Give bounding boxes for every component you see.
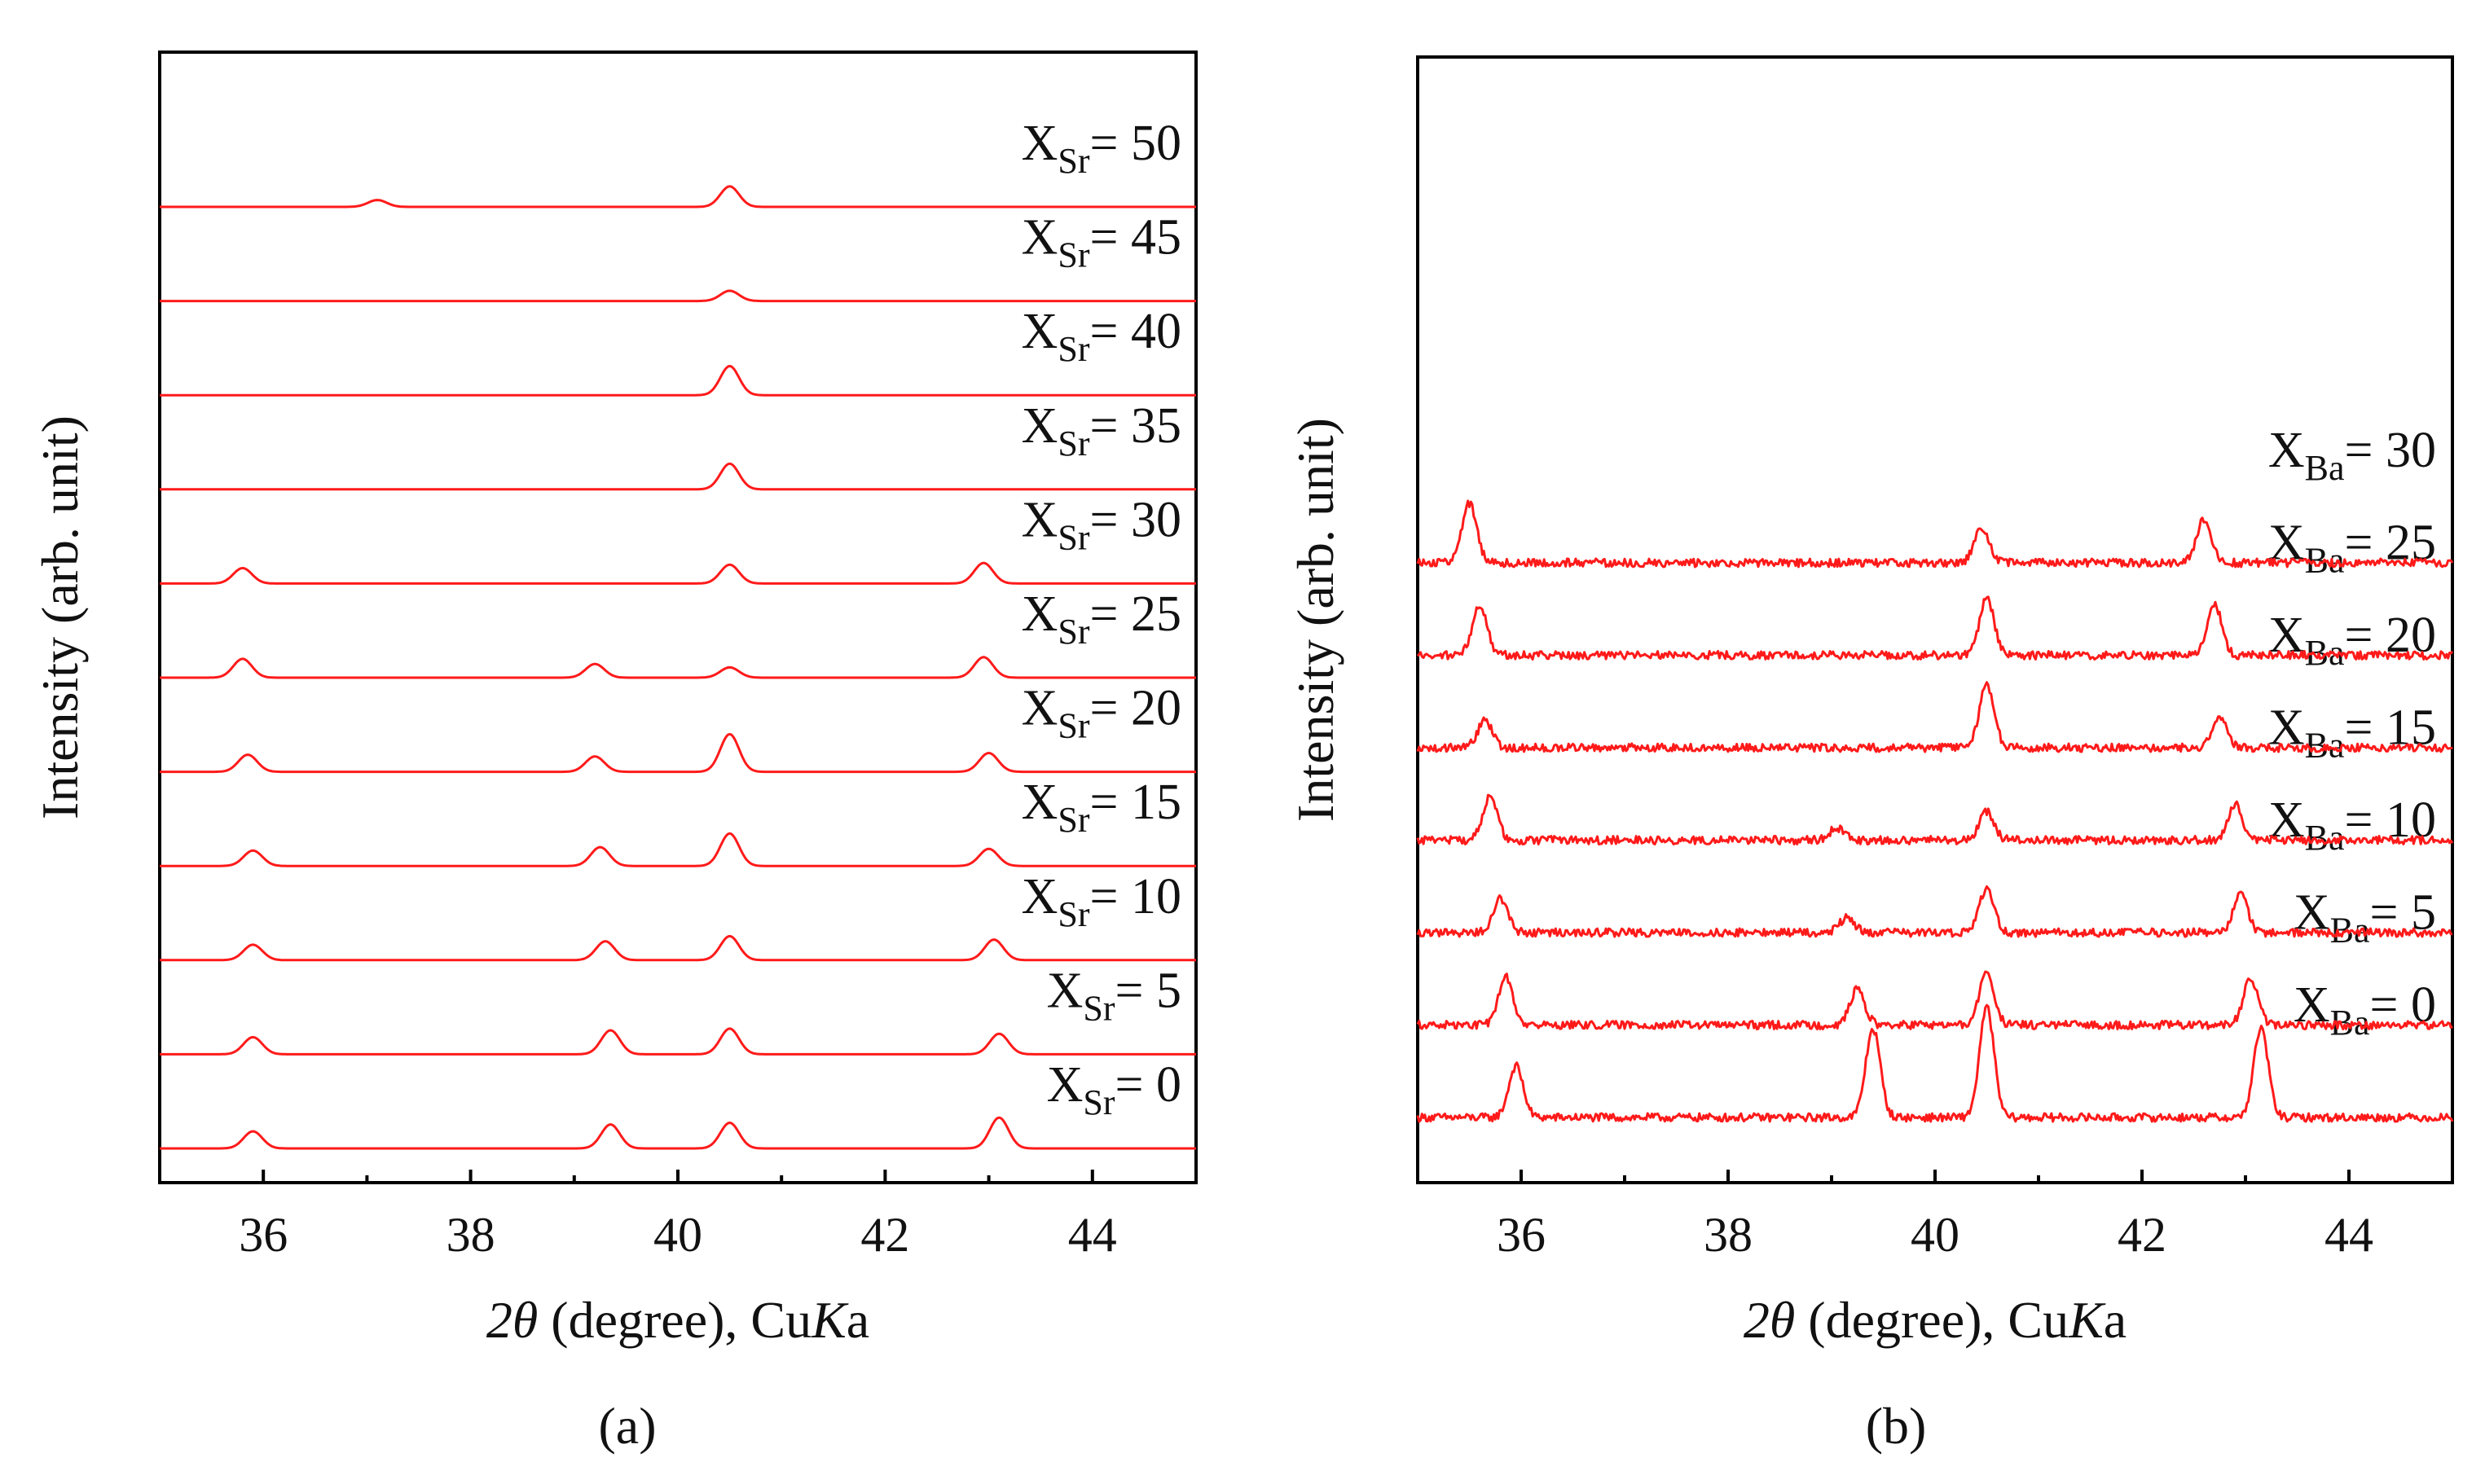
series-label-value: = 35 [1090,398,1181,454]
series-label: XSr= 30 [1022,492,1181,557]
series-label-base: X [1022,304,1058,359]
series-label-base: X [1022,116,1058,171]
x-tick-label: 42 [860,1208,909,1262]
x-axis-title-italic: K [811,1291,849,1349]
series-label-sub: Sr [1058,706,1089,746]
series-label-base: X [1022,681,1058,736]
xrd-trace [160,185,1196,209]
xrd-trace [1416,970,2453,1030]
x-tick-label: 44 [1068,1208,1117,1262]
x-axis-title-symbol: 2θ [486,1291,538,1349]
series-label-base: X [1022,492,1058,547]
series-label-sub: Sr [1058,612,1089,652]
xrd-trace [160,1027,1196,1056]
x-tick-label: 40 [653,1208,702,1262]
x-tick-label: 40 [1911,1208,1959,1262]
series-label-sub: Sr [1083,1082,1115,1122]
panel-label: (a) [598,1397,656,1455]
series-label-value: = 45 [1090,210,1181,266]
x-axis-title-text: (degree), Cu [1795,1291,2069,1349]
x-tick-label: 44 [2324,1208,2373,1262]
series-label-base: X [2268,423,2305,478]
series-label-value: = 10 [1090,869,1181,924]
series-label-sub: Ba [2305,448,2345,488]
y-axis-title: Intensity (arb. unit) [1286,418,1344,822]
series-label: XSr= 45 [1022,210,1181,275]
xrd-trace [160,656,1196,679]
series-label: XSr= 35 [1022,398,1181,463]
series-label-sub: Sr [1083,988,1115,1028]
x-tick-label: 36 [1497,1208,1546,1262]
xrd-trace [1416,681,2453,753]
series-label-sub: Sr [1058,141,1089,181]
xrd-trace [1416,499,2454,569]
series-label-base: X [2268,608,2305,663]
xrd-trace [1416,1003,2454,1123]
xrd-trace [160,289,1196,303]
x-axis-title-tail: a [847,1291,869,1349]
x-tick-label: 36 [239,1208,288,1262]
series-label-base: X [1047,1057,1084,1113]
x-axis-title-italic: K [2068,1291,2106,1349]
xrd-trace [1416,595,2454,661]
series-label-base: X [1022,775,1058,830]
series-label-sub: Sr [1058,424,1089,463]
series-label-base: X [1022,398,1058,454]
series-label: XSr= 25 [1022,586,1181,652]
panel-a: 36 38 40 42 44 2θ (degree), CuKa Intensity (ar… [31,50,1198,1455]
xrd-trace [160,732,1196,774]
xrd-trace [160,561,1196,585]
series-label-value: = 40 [1090,304,1181,359]
x-axis-title: 2θ (degree), CuKa [1744,1291,2127,1349]
series-label-value: = 50 [1090,116,1181,171]
xrd-trace [1416,885,2453,938]
series-label-sub: Sr [1058,235,1089,275]
series-label-value: = 30 [2345,423,2436,478]
x-axis-title-tail: a [2104,1291,2127,1349]
xrd-trace [160,1116,1196,1150]
x-axis-title-text: (degree), Cu [538,1291,811,1349]
y-axis-title: Intensity (arb. unit) [31,415,89,819]
x-tick-label: 38 [446,1208,495,1262]
series-label-sub: Ba [2305,818,2345,858]
xrd-trace [160,832,1196,867]
series-label: XSr= 20 [1022,681,1181,746]
series-label-value: = 0 [1115,1057,1181,1113]
series-label-base: X [1047,963,1084,1018]
x-tick-label: 38 [1704,1208,1753,1262]
series-label-base: X [1022,586,1058,642]
series-label-value: = 20 [1090,681,1181,736]
series-label-base: X [1022,869,1058,924]
series-label: XSr= 10 [1022,869,1181,934]
series-label: XSr= 5 [1047,963,1181,1028]
x-axis-title-symbol: 2θ [1744,1291,1795,1349]
series-label: XSr= 50 [1022,116,1181,181]
xrd-trace [1416,793,2454,845]
series-label-value: = 15 [1090,775,1181,830]
series-label-sub: Sr [1058,800,1089,840]
series-label-value: = 30 [1090,492,1181,547]
series-label: XSr= 15 [1022,775,1181,840]
xrd-trace [160,462,1196,491]
series-label-sub: Sr [1058,517,1089,557]
panel-b: 36 38 40 42 44 2θ (degree), CuKa Intensity (ar… [1286,55,2454,1455]
series-label-sub: Sr [1058,894,1089,934]
series-label-value: = 25 [1090,586,1181,642]
xrd-trace [160,934,1196,962]
series-label: XBa= 30 [2268,423,2436,488]
x-tick-label: 42 [2118,1208,2166,1262]
series-label: XSr= 0 [1047,1057,1181,1122]
series-label-sub: Sr [1058,329,1089,369]
x-axis-title: 2θ (degree), CuKa [486,1291,869,1349]
series-label-value: = 5 [1115,963,1181,1018]
series-label-base: X [1022,210,1058,266]
series-label: XSr= 40 [1022,304,1181,369]
panel-label: (b) [1866,1397,1927,1455]
xrd-trace [160,365,1196,397]
